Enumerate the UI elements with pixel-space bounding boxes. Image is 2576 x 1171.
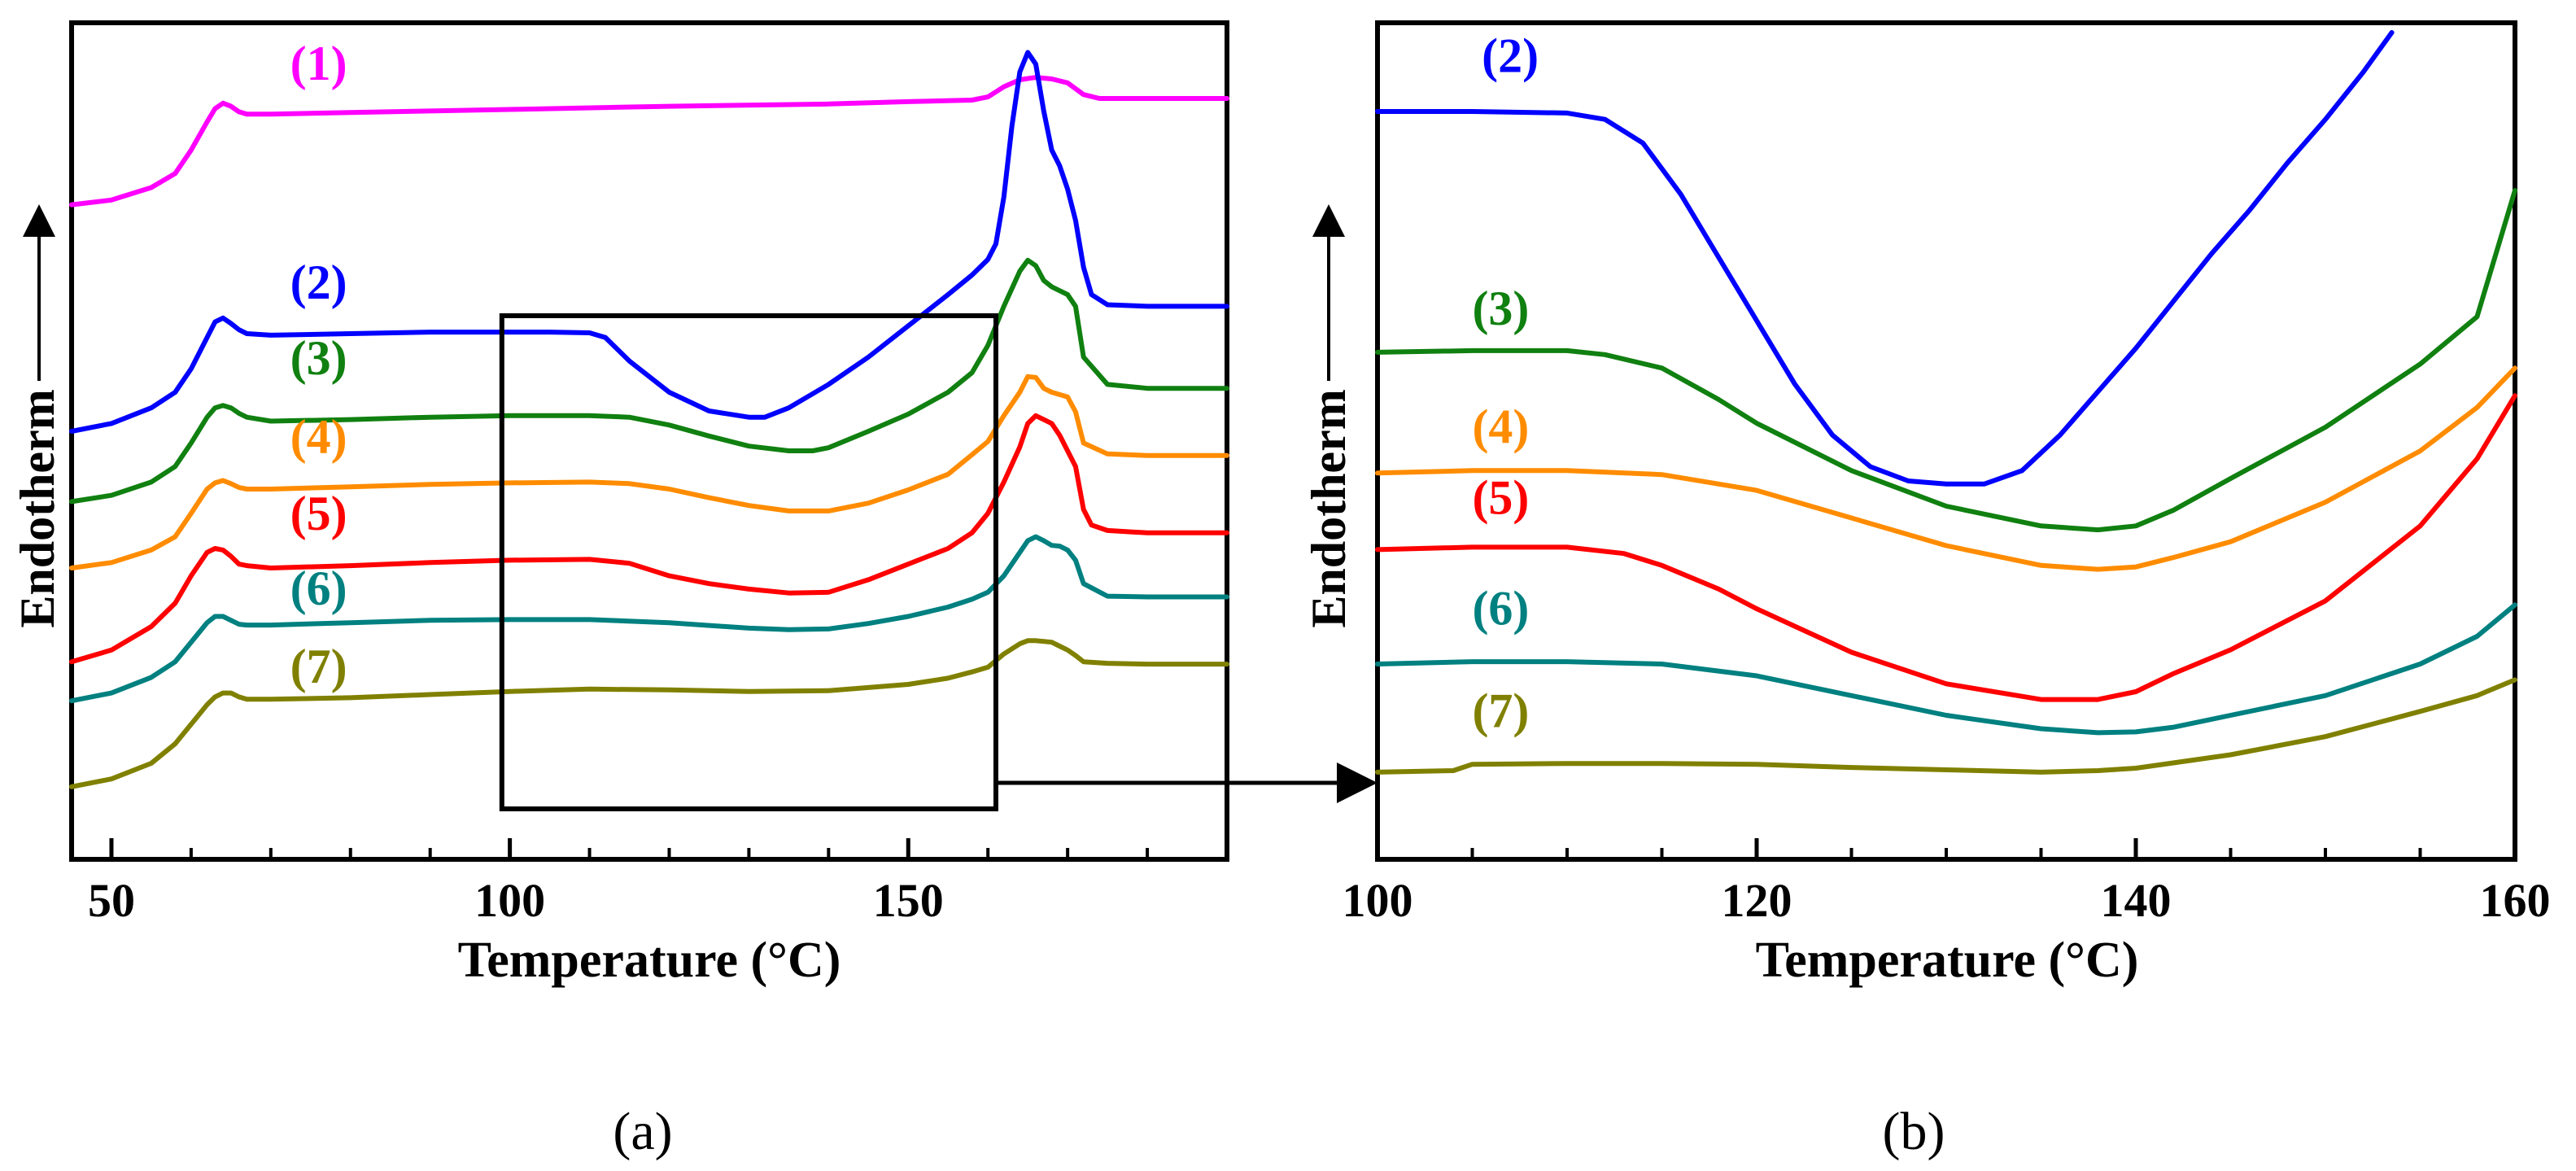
panel-b-series-labels: (2) (3) (4) (5) (6) (7) [1472, 29, 1539, 738]
series-line-2 [69, 50, 1229, 434]
panel-a-series-labels: (1) (2) (3) (4) (5) (6) (7) [290, 37, 347, 693]
series-label-3: (3) [1472, 282, 1529, 335]
series-label-7: (7) [1472, 684, 1529, 738]
series-line-5 [69, 413, 1229, 665]
series-label-4: (4) [290, 410, 347, 464]
series-line-3 [1375, 188, 2517, 533]
series-line-3 [69, 257, 1229, 505]
x-tick-label: 150 [873, 874, 944, 927]
series-label-5: (5) [1472, 471, 1529, 525]
panel-a-y-axis-title: Endotherm [11, 389, 64, 627]
panel-b-y-axis-title: Endotherm [1302, 389, 1356, 627]
panel-a-series-group [69, 50, 1229, 789]
series-label-2: (2) [290, 256, 347, 309]
x-tick-label: 140 [2101, 874, 2172, 927]
series-line-5 [1375, 393, 2517, 702]
series-line-1 [69, 75, 1229, 208]
series-label-5: (5) [290, 487, 347, 540]
series-label-6: (6) [290, 561, 347, 615]
panel-a-label: (a) [613, 1102, 672, 1161]
series-line-7 [69, 638, 1229, 789]
series-line-6 [69, 534, 1229, 704]
panel-b-series-group [1375, 30, 2517, 775]
series-line-7 [1375, 677, 2517, 775]
series-label-7: (7) [290, 640, 347, 693]
x-tick-label: 160 [2480, 874, 2551, 927]
x-tick-label: 100 [474, 874, 545, 927]
series-line-2 [1375, 30, 2395, 487]
panel-a-plot-frame [69, 20, 1229, 862]
zoom-region-box [499, 313, 998, 811]
x-tick-label: 100 [1343, 874, 1413, 927]
series-line-6 [1375, 602, 2517, 736]
panel-a-y-axis-label-group: Endotherm [11, 204, 64, 628]
x-tick-label: 120 [1722, 874, 1792, 927]
panel-b-label: (b) [1883, 1102, 1945, 1161]
series-label-2: (2) [1482, 29, 1539, 83]
series-label-4: (4) [1472, 400, 1529, 453]
series-label-3: (3) [290, 331, 347, 385]
panel-b-x-axis-title: Temperature (°C) [1756, 933, 2139, 988]
series-label-1: (1) [290, 37, 347, 90]
series-label-6: (6) [1472, 582, 1529, 636]
x-tick-label: 50 [88, 874, 135, 927]
panel-a-x-ticks: 50 100 150 [88, 838, 1150, 927]
series-line-4 [69, 374, 1229, 570]
panel-b-chart: 100 120 140 160 (2) (3) (4) (5) (6) (7) Temperat… [1302, 20, 2551, 1161]
panel-b-y-axis-label-group: Endotherm [1302, 204, 1356, 628]
panel-a-x-axis-title: Temperature (°C) [458, 933, 841, 988]
panel-a-chart: 50 100 150 (1) (2) (3) (4) (5) (6) (7) Temperatu… [11, 20, 1378, 1161]
series-line-4 [1375, 365, 2517, 572]
panel-b-x-ticks: 100 120 140 160 [1343, 838, 2551, 927]
